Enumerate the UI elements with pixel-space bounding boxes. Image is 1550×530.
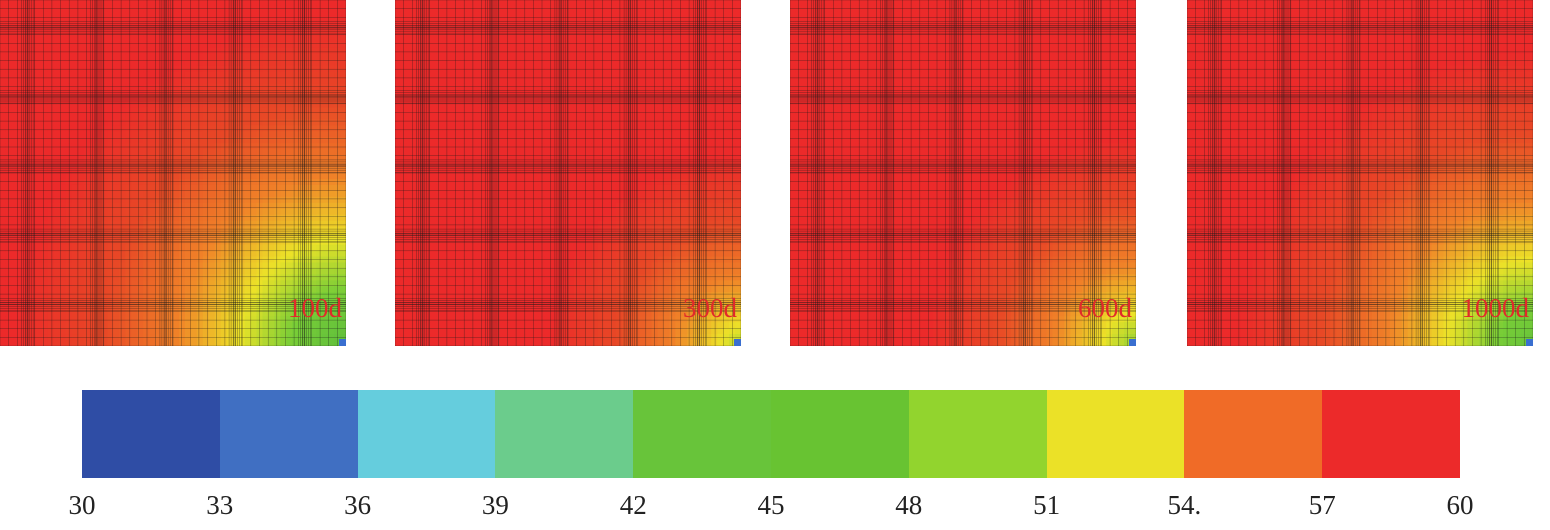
well-marker: [1526, 339, 1533, 346]
temperature-field-1000d: [1187, 0, 1533, 346]
color-scale-tick-label: 51: [1033, 490, 1061, 520]
grid-lines: [1187, 0, 1533, 346]
grid-lines: [790, 0, 1136, 346]
color-scale-tick-label: 57: [1308, 490, 1336, 520]
temperature-field-300d: [395, 0, 741, 346]
color-scale-tick-label: 36: [344, 490, 372, 520]
color-swatch: [495, 390, 634, 478]
color-scale-bar: [82, 390, 1460, 478]
color-scale-tick-label: 39: [481, 490, 509, 520]
panel-300d: 300d: [395, 0, 741, 346]
panel-label-300d: 300d: [683, 293, 737, 323]
color-swatch: [1046, 390, 1185, 478]
color-swatch: [82, 390, 220, 478]
color-scale-tick-label: 60: [1446, 490, 1474, 520]
color-scale-tick-label: 30: [68, 490, 96, 520]
well-marker: [339, 339, 346, 346]
color-swatch: [908, 390, 1047, 478]
temperature-cells: [790, 0, 1136, 346]
color-scale-tick-label: 54.: [1167, 490, 1202, 520]
color-scale-tick-label: 33: [206, 490, 234, 520]
color-swatch: [219, 390, 358, 478]
color-scale-tick-label: 48: [895, 490, 923, 520]
color-swatch: [357, 390, 496, 478]
color-swatch: [1322, 390, 1460, 478]
grid-lines: [0, 0, 346, 346]
color-swatch: [1184, 390, 1323, 478]
temperature-field-600d: [790, 0, 1136, 346]
panel-600d: 600d: [790, 0, 1136, 346]
color-swatch: [633, 390, 771, 478]
panel-100d: 100d: [0, 0, 346, 346]
panel-1000d: 1000d: [1187, 0, 1533, 346]
well-marker: [1129, 339, 1136, 346]
color-scale-tick-label: 42: [619, 490, 647, 520]
color-swatch: [770, 390, 909, 478]
panel-label-100d: 100d: [288, 293, 342, 323]
well-marker: [734, 339, 741, 346]
panel-label-600d: 600d: [1078, 293, 1132, 323]
panel-label-1000d: 1000d: [1461, 293, 1530, 323]
temperature-field-100d: [0, 0, 346, 346]
grid-lines: [395, 0, 741, 346]
color-scale-tick-label: 45: [757, 490, 785, 520]
